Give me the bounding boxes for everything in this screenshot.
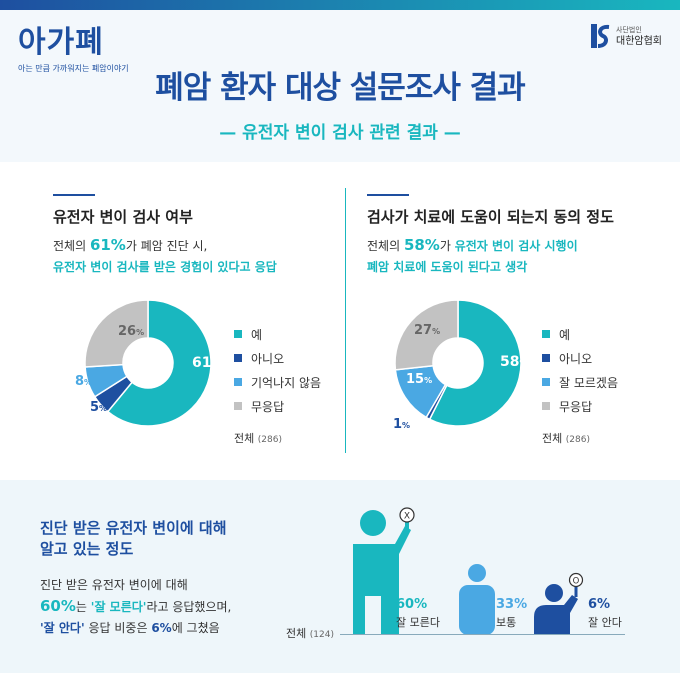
legend-swatch: [542, 402, 550, 410]
right-highlight-pct: 58%: [403, 236, 440, 254]
sign-x-text: X: [404, 512, 410, 522]
panel-divider: [345, 188, 346, 453]
pie-slice: [106, 299, 212, 427]
pct-dont-know: 60%: [396, 597, 428, 612]
legend-item: 무응답: [234, 394, 321, 418]
legend-item: 무응답: [542, 394, 618, 418]
right-total: 전체 (286): [542, 432, 590, 445]
header-section: [0, 10, 680, 162]
org-logo-icon: [591, 24, 610, 48]
right-legend: 예 아니오 잘 모르겠음 무응답: [542, 322, 618, 418]
legend-swatch: [542, 354, 550, 362]
legend-swatch: [542, 330, 550, 338]
logo-tagline: 아는 만큼 가까워지는 폐암이야기: [18, 64, 129, 73]
pie-data-label: 26%: [118, 324, 144, 339]
pie-chart-helpfulness: 58% 1% 15% 27%: [393, 299, 529, 432]
legend-swatch: [234, 378, 242, 386]
bottom-total: 전체 (124): [286, 627, 334, 640]
pie-data-label: 58%: [500, 354, 529, 370]
right-panel-title: 검사가 치료에 도움이 되는지 동의 정도: [367, 208, 614, 226]
legend-swatch: [234, 330, 242, 338]
label-neutral: 보통: [496, 616, 517, 629]
left-legend: 예 아니오 기억나지 않음 무응답: [234, 322, 321, 418]
legend-swatch: [234, 354, 242, 362]
bottom-section: [0, 480, 680, 673]
org-badge: 사단법인 대한암협회: [589, 22, 662, 50]
legend-item: 기억나지 않음: [234, 370, 321, 394]
left-panel-title: 유전자 변이 검사 여부: [53, 208, 193, 226]
pie-data-label: 8%: [75, 374, 92, 389]
logo-text: 아가폐: [18, 25, 104, 60]
pie-data-label: 27%: [414, 323, 440, 338]
legend-item: 아니오: [542, 346, 618, 370]
pct-know-well: 6%: [588, 597, 611, 612]
sign-o-text: O: [573, 577, 580, 587]
left-panel-accent: [53, 194, 95, 196]
figure-baseline: [340, 634, 625, 635]
logo: 아가폐 아는 만큼 가까워지는 폐암이야기: [18, 28, 129, 74]
legend-swatch: [542, 378, 550, 386]
top-accent-bar: [0, 0, 680, 10]
pie-chart-test-experience: 61% 5% 8% 26%: [75, 299, 221, 427]
pie-data-label: 15%: [406, 372, 432, 387]
pie-data-label: 1%: [393, 417, 410, 432]
right-panel-desc: 전체의 58%가 유전자 변이 검사 시행이 폐암 치료에 도움이 된다고 생각: [367, 235, 578, 278]
left-panel-desc: 전체의 61%가 폐암 진단 시, 유전자 변이 검사를 받은 경험이 있다고 …: [53, 235, 277, 278]
pie-slice: [394, 299, 459, 371]
org-name: 대한암협회: [616, 36, 662, 47]
page-subtitle: — 유전자 변이 검사 관련 결과 —: [219, 123, 461, 143]
right-panel-accent: [367, 194, 409, 196]
bottom-title: 진단 받은 유전자 변이에 대해 알고 있는 정도: [40, 519, 227, 558]
person-figure-dont-know: X: [353, 507, 415, 634]
bottom-desc: 진단 받은 유전자 변이에 대해 60%는 '잘 모른다'라고 응답했으며, '…: [40, 578, 232, 635]
label-dont-know: 잘 모른다: [396, 616, 440, 629]
left-total: 전체 (286): [234, 432, 282, 445]
person-figure-know-well: O: [534, 572, 584, 635]
org-type: 사단법인: [616, 26, 642, 34]
page-title: 폐암 환자 대상 설문조사 결과: [155, 70, 525, 106]
pie-data-label: 61%: [192, 355, 221, 371]
legend-item: 잘 모르겠음: [542, 370, 618, 394]
left-desc-line2: 유전자 변이 검사를 받은 경험이 있다고 응답: [53, 260, 277, 274]
person-figure-neutral: [459, 564, 495, 635]
right-desc-line2: 폐암 치료에 도움이 된다고 생각: [367, 260, 528, 274]
legend-item: 예: [542, 322, 618, 346]
legend-item: 예: [234, 322, 321, 346]
pct-neutral: 33%: [496, 597, 528, 612]
pie-data-label: 5%: [90, 400, 107, 415]
pie-slice: [428, 299, 522, 427]
left-highlight-pct: 61%: [89, 236, 126, 254]
legend-swatch: [234, 402, 242, 410]
org-text: 사단법인 대한암협회: [616, 24, 662, 48]
pie-slice: [84, 299, 149, 368]
legend-item: 아니오: [234, 346, 321, 370]
label-know-well: 잘 안다: [588, 616, 622, 629]
